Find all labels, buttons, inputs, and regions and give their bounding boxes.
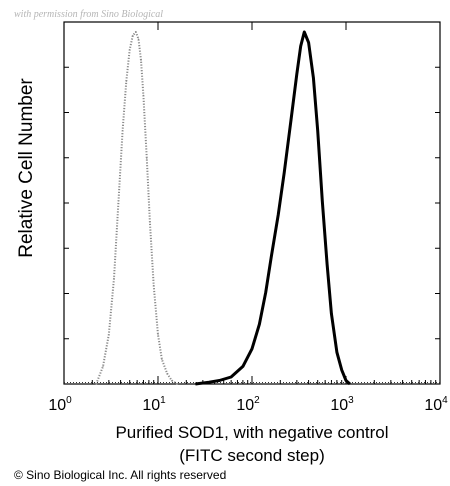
y-axis-label: Relative Cell Number: [16, 78, 37, 258]
negative-control-point: [142, 94, 145, 96]
sod1-point: [341, 369, 343, 371]
negative-control-histogram: [95, 31, 178, 385]
negative-control-point: [166, 372, 168, 375]
negative-control-point: [157, 334, 159, 336]
series-layer: [64, 30, 440, 386]
negative-control-point: [161, 358, 163, 360]
sod1-point: [326, 263, 328, 265]
sod1-point: [349, 383, 351, 385]
negative-control-point: [149, 221, 151, 223]
sod1-point: [283, 172, 285, 174]
negative-control-point: [132, 34, 134, 37]
x-tick-labels: 100 101 102 103 104: [48, 395, 448, 414]
sod1-point: [258, 323, 261, 325]
negative-control-point: [117, 200, 120, 202]
sod1-point: [317, 129, 319, 132]
sod1-point: [265, 291, 267, 294]
sod1-point: [270, 256, 272, 258]
negative-control-point: [140, 59, 142, 61]
sod1-point: [218, 379, 221, 382]
sod1-point: [251, 348, 253, 350]
x-tick-label: 100: [48, 395, 72, 414]
negative-control-point: [108, 334, 110, 336]
negative-control-point: [146, 158, 148, 160]
sod1-point: [290, 119, 292, 121]
x-tick-base: 10: [424, 397, 442, 414]
x-tick-exponent: 2: [254, 395, 260, 406]
x-tick-base: 10: [142, 397, 160, 414]
x-tick-base: 10: [330, 397, 348, 414]
sod1-point: [345, 379, 347, 382]
sod1-point: [300, 45, 302, 47]
negative-control-point: [121, 129, 124, 132]
negative-control-point: [125, 80, 127, 82]
x-tick-label: 103: [330, 395, 354, 414]
x-axis-label-line2: (FITC second step): [179, 446, 325, 465]
plot-frame: [63, 21, 441, 385]
x-tick-label: 102: [236, 395, 260, 414]
x-tick-label: 104: [424, 395, 448, 414]
x-tick-exponent: 0: [66, 395, 72, 406]
sod1-point: [242, 365, 244, 367]
sod1-point: [312, 77, 315, 79]
negative-control-point: [129, 49, 131, 51]
plot-border: [63, 21, 441, 385]
x-tick-base: 10: [48, 397, 66, 414]
negative-control-point: [171, 379, 173, 382]
x-tick-exponent: 4: [442, 395, 448, 406]
negative-control-point: [102, 365, 104, 367]
negative-control-point: [153, 284, 155, 287]
copyright-notice: © Sino Biological Inc. All rights reserv…: [14, 468, 227, 482]
sod1-point: [303, 31, 305, 33]
negative-control-point: [95, 383, 97, 385]
x-axis-label-line1: Purified SOD1, with negative control: [115, 423, 389, 442]
axis-ticks: [63, 22, 441, 384]
x-tick-base: 10: [236, 397, 254, 414]
x-tick-label: 101: [142, 395, 166, 414]
watermark: with permission from Sino Biological: [14, 9, 164, 20]
x-tick-exponent: 3: [348, 395, 354, 406]
negative-control-point: [113, 277, 115, 279]
sod1-point: [277, 214, 279, 216]
sod1-point: [230, 376, 232, 378]
sod1-point: [208, 381, 210, 383]
sod1-point: [296, 73, 298, 75]
sod1-point: [194, 383, 197, 385]
sod1-point: [307, 41, 310, 44]
negative-control-point: [137, 38, 140, 40]
sod1-histogram: [195, 30, 351, 386]
x-tick-exponent: 1: [160, 395, 166, 406]
sod1-point: [330, 313, 333, 315]
negative-control-point: [176, 383, 178, 385]
negative-control-point: [135, 31, 137, 33]
sod1-point: [321, 200, 323, 202]
sod1-point: [336, 351, 338, 353]
